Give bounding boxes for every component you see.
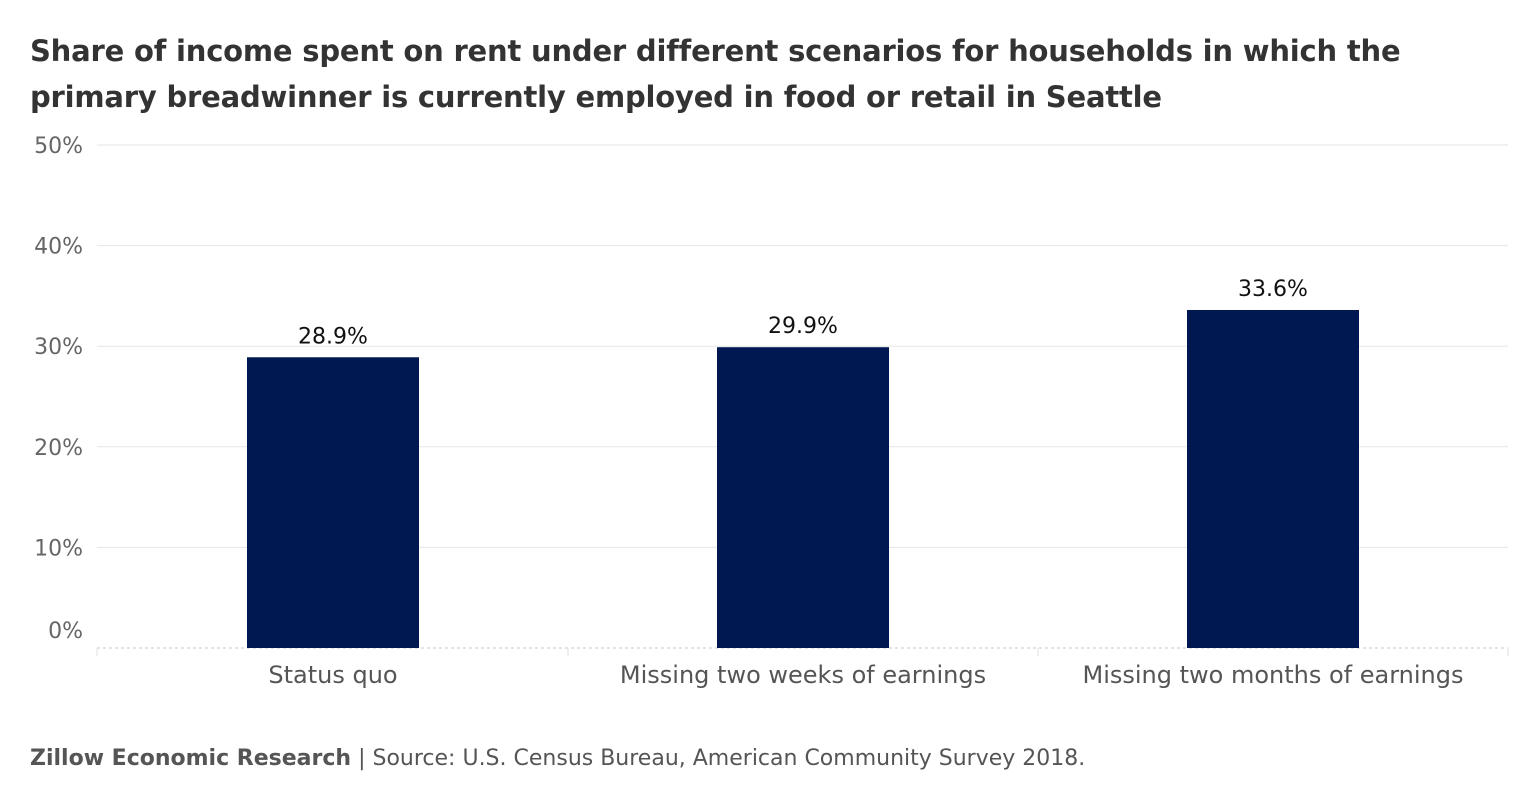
x-tick-label: Missing two months of earnings [1082,661,1463,689]
bar [247,357,419,648]
footer-source: Source: U.S. Census Bureau, American Com… [372,746,1086,771]
y-tick-label: 40% [34,235,83,260]
y-tick-label: 0% [48,619,83,644]
bar [717,347,889,648]
data-label: 29.9% [768,314,838,339]
bar-chart: 0% 10% 20% 30% 40% 50% 28.9% 29.9% 33.6% Status… [34,134,1509,689]
y-tick-label: 10% [34,536,83,561]
data-labels: 28.9% 29.9% 33.6% [298,277,1308,349]
chart-footer: Zillow Economic Research | Source: U.S. … [30,742,1085,776]
y-axis-tick-labels: 0% 10% 20% 30% 40% 50% [34,134,83,644]
y-tick-label: 50% [34,134,83,159]
x-axis-tick-labels: Status quo Missing two weeks of earnings M… [268,661,1463,689]
data-label: 33.6% [1238,277,1308,302]
y-tick-label: 30% [34,335,83,360]
bar [1187,309,1359,648]
y-tick-label: 20% [34,436,83,461]
x-tick-label: Status quo [268,661,397,689]
footer-separator: | [358,746,366,771]
data-label: 28.9% [298,324,368,349]
x-tick-label: Missing two weeks of earnings [620,661,986,689]
chart-title: Share of income spent on rent under diff… [30,34,1401,114]
bars [247,309,1359,648]
footer-org: Zillow Economic Research [30,746,352,771]
